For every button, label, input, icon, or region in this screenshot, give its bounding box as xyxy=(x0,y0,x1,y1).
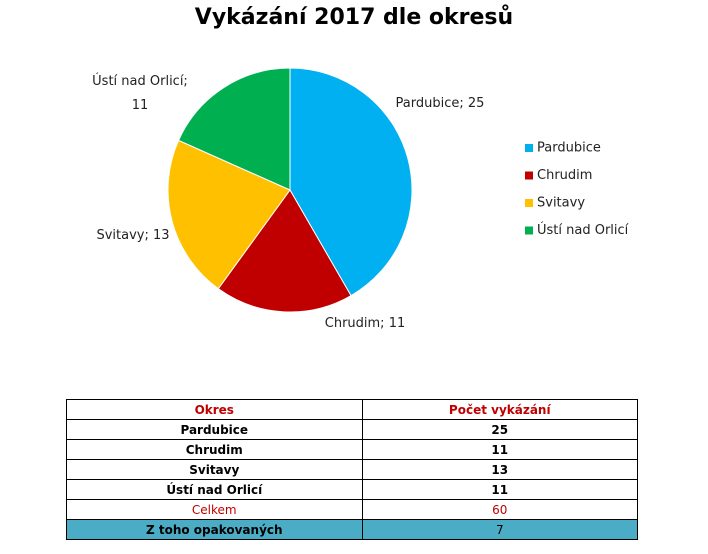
table: Okres Počet vykázání Pardubice 25 Chrudim 11 S… xyxy=(66,399,639,540)
legend-label: Ústí nad Orlicí xyxy=(537,222,629,238)
table-cell: Okres xyxy=(66,399,363,420)
table-row: Z toho opakovaných 7 xyxy=(66,519,639,540)
chart: Vykázání 2017 dle okresů Pardubice Chrudi… xyxy=(167,5,629,313)
pie-slice xyxy=(167,139,291,290)
table-cell: 11 xyxy=(361,479,639,500)
legend-swatch xyxy=(525,199,533,207)
data-label: Pardubice; 25 xyxy=(395,96,485,111)
table-row: Svitavy 13 xyxy=(66,459,639,480)
table-cell: Celkem xyxy=(66,499,363,520)
pie-slice xyxy=(177,67,291,191)
table-cell: 13 xyxy=(361,459,639,480)
table-cell: Chrudim xyxy=(66,439,363,460)
legend-swatch xyxy=(525,171,533,180)
table-cell: 7 xyxy=(361,519,639,540)
pie-slice xyxy=(289,67,413,297)
table-row: Ústí nad Orlicí 11 xyxy=(66,479,639,500)
table-row: Pardubice 25 xyxy=(66,419,639,440)
legend-swatch xyxy=(525,144,533,152)
table-cell: 25 xyxy=(361,419,639,440)
legend-label: Svitavy xyxy=(537,196,585,211)
table-cell: Počet vykázání xyxy=(361,399,639,420)
table-cell: Pardubice xyxy=(66,419,363,440)
pie-slice xyxy=(217,189,352,313)
data-label: Chrudim; 11 xyxy=(324,316,406,331)
table-cell: Z toho opakovaných xyxy=(66,519,363,540)
table-cell: Svitavy xyxy=(66,459,363,480)
legend-label: Chrudim xyxy=(537,168,592,183)
data-label: Ústí nad Orlicí; 11 xyxy=(92,74,188,113)
table-cell: Ústí nad Orlicí xyxy=(66,479,363,500)
data-label: Svitavy; 13 xyxy=(96,228,170,243)
table-cell: 11 xyxy=(361,439,639,460)
legend-swatch xyxy=(525,226,533,235)
table-row: Okres Počet vykázání xyxy=(66,399,639,420)
chart-title: Vykázání 2017 dle okresů xyxy=(195,5,513,30)
legend-label: Pardubice xyxy=(537,141,601,156)
table-row: Celkem 60 xyxy=(66,499,639,520)
table-row: Chrudim 11 xyxy=(66,439,639,460)
table-cell: 60 xyxy=(361,499,639,520)
